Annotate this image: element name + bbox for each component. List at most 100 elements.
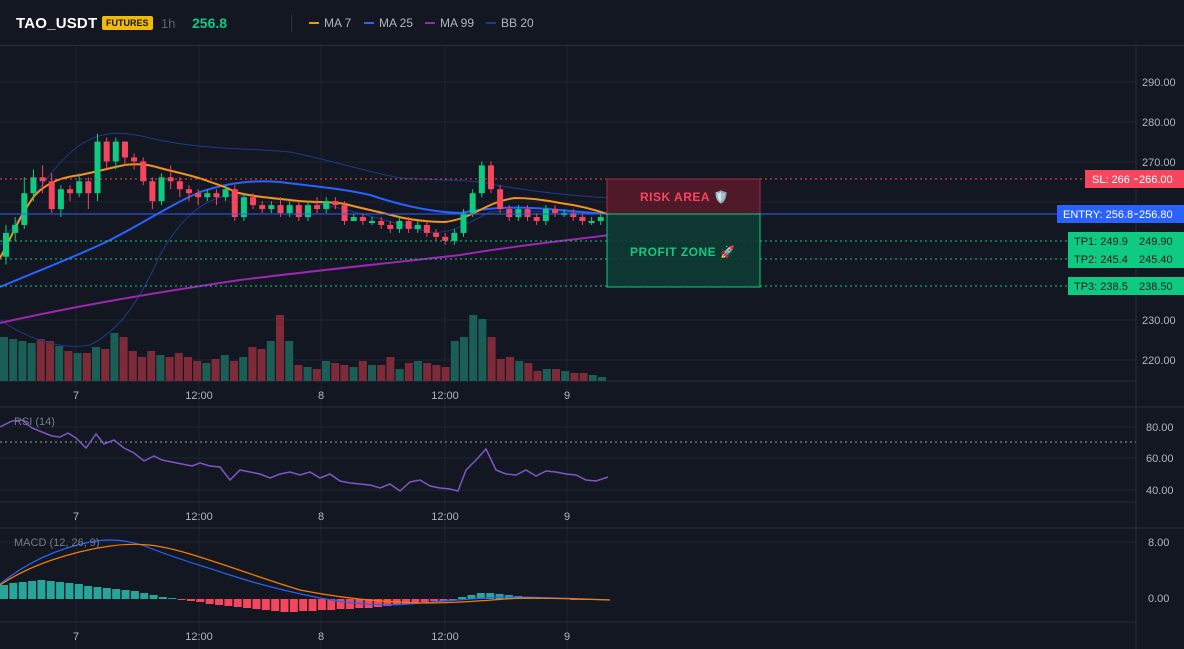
candle-body bbox=[131, 157, 138, 162]
volume-bar bbox=[469, 315, 478, 381]
macd-tick: 0.00 bbox=[1148, 593, 1169, 605]
volume-bar bbox=[174, 353, 183, 381]
macd-tick: 8.00 bbox=[1148, 537, 1169, 549]
rsi-label: RSI (14) bbox=[14, 416, 55, 428]
profit-zone-label: PROFIT ZONE 🚀 bbox=[630, 245, 735, 259]
candle-body bbox=[579, 217, 586, 221]
candle-body bbox=[158, 177, 165, 202]
volume-bar bbox=[414, 361, 422, 381]
candle-body bbox=[314, 205, 321, 210]
legend-ma25[interactable]: MA 25 bbox=[364, 16, 413, 30]
candle-body bbox=[121, 141, 128, 158]
volume-bar bbox=[561, 371, 570, 381]
macd-bar bbox=[28, 581, 37, 599]
timeframe-selector[interactable]: 1h bbox=[161, 16, 176, 31]
profit-zone-box[interactable] bbox=[606, 213, 761, 288]
rsi-tick: 40.00 bbox=[1146, 485, 1174, 497]
time-axis-rsi: 7 12:00 8 12:00 9 bbox=[73, 511, 570, 523]
tp1-tag-value: 249.90 bbox=[1139, 236, 1173, 248]
entry-tag-value: 256.80 bbox=[1139, 209, 1173, 221]
candle-body bbox=[3, 232, 9, 257]
sl-tag: SL: 266 266.00 bbox=[1085, 170, 1184, 188]
volume-bar bbox=[506, 357, 514, 381]
macd-bar bbox=[215, 599, 224, 605]
risk-area-box[interactable] bbox=[606, 178, 761, 215]
candle-body bbox=[76, 181, 83, 194]
macd-bar bbox=[336, 599, 345, 609]
volume-bar bbox=[165, 357, 174, 381]
macd-bar bbox=[102, 588, 111, 599]
grid-lines bbox=[0, 46, 1136, 649]
candle-body bbox=[112, 141, 119, 162]
candle-body bbox=[497, 189, 504, 210]
symbol-name[interactable]: TAO_USDT bbox=[16, 15, 98, 32]
macd-bar bbox=[252, 599, 261, 609]
macd-bar bbox=[383, 599, 392, 606]
candle-body bbox=[506, 209, 513, 218]
candle-body bbox=[524, 209, 531, 218]
macd-bar bbox=[196, 599, 205, 602]
macd-bar bbox=[280, 599, 289, 612]
header-divider bbox=[291, 14, 292, 32]
volume-bar bbox=[524, 363, 533, 381]
candle-body bbox=[304, 205, 311, 218]
volume-bar bbox=[285, 341, 294, 381]
volume-bar bbox=[450, 341, 459, 381]
volume-bar bbox=[303, 367, 312, 381]
rsi-line bbox=[0, 419, 609, 492]
macd-bar bbox=[271, 599, 280, 611]
legend-bb20[interactable]: BB 20 bbox=[486, 16, 534, 30]
time-tick: 12:00 bbox=[185, 511, 213, 523]
macd-bar bbox=[37, 580, 46, 599]
macd-bar bbox=[439, 599, 448, 601]
volume-bar bbox=[0, 337, 8, 381]
rsi-axis[interactable]: 80.00 60.00 40.00 bbox=[1146, 422, 1174, 497]
legend-ma25-label: MA 25 bbox=[379, 16, 414, 30]
volume-bar bbox=[202, 363, 211, 381]
volume-bar bbox=[515, 361, 524, 381]
last-price: 256.8 bbox=[192, 15, 228, 31]
volume-bar bbox=[358, 361, 367, 381]
macd-signal-line bbox=[0, 543, 611, 604]
volume-bar bbox=[9, 339, 18, 381]
ma99-swatch-icon bbox=[425, 22, 435, 24]
price-tick: 230.00 bbox=[1142, 315, 1176, 327]
candle-body bbox=[423, 224, 430, 233]
candle-body bbox=[67, 189, 74, 194]
volume-bar bbox=[441, 367, 450, 381]
macd-bar bbox=[374, 599, 382, 607]
volume-bar bbox=[432, 365, 441, 381]
macd-histogram bbox=[0, 580, 607, 612]
candle-body bbox=[369, 221, 375, 223]
candle-body bbox=[460, 213, 467, 233]
volume-bar bbox=[101, 349, 110, 381]
candle-body bbox=[30, 177, 37, 194]
candle-body bbox=[286, 205, 293, 214]
time-tick: 8 bbox=[318, 511, 324, 523]
tp3-tag: TP3: 238.5 238.50 bbox=[1068, 277, 1184, 295]
time-axis-main[interactable]: 7 12:00 8 12:00 9 bbox=[73, 390, 570, 402]
macd-bar bbox=[65, 583, 74, 599]
chart-canvas[interactable]: RISK AREA 🛡️ PROFIT ZONE 🚀 SL: 266 266.0… bbox=[0, 46, 1184, 649]
candle-body bbox=[85, 181, 92, 194]
macd-bar bbox=[9, 583, 18, 599]
time-tick: 7 bbox=[73, 390, 79, 402]
volume-bar bbox=[294, 365, 303, 381]
macd-bar bbox=[121, 590, 130, 599]
legend-ma7[interactable]: MA 7 bbox=[309, 16, 351, 30]
volume-bar bbox=[478, 319, 487, 381]
legend-ma99[interactable]: MA 99 bbox=[425, 16, 474, 30]
volume-bar bbox=[276, 315, 284, 381]
price-tick: 280.00 bbox=[1142, 117, 1176, 129]
macd-bar bbox=[364, 599, 373, 608]
macd-axis[interactable]: 8.00 0.00 bbox=[1148, 537, 1169, 605]
macd-bar bbox=[158, 597, 167, 599]
macd-bar bbox=[233, 599, 242, 607]
volume-bar bbox=[156, 355, 165, 381]
volume-bar bbox=[193, 361, 202, 381]
price-axis[interactable]: 290.00 280.00 270.00 230.00 220.00 bbox=[1142, 77, 1176, 367]
tp3-tag-value: 238.50 bbox=[1139, 281, 1173, 293]
volume-bar bbox=[73, 353, 82, 381]
bb20-swatch-icon bbox=[486, 22, 496, 24]
bb-upper-line bbox=[0, 132, 611, 246]
